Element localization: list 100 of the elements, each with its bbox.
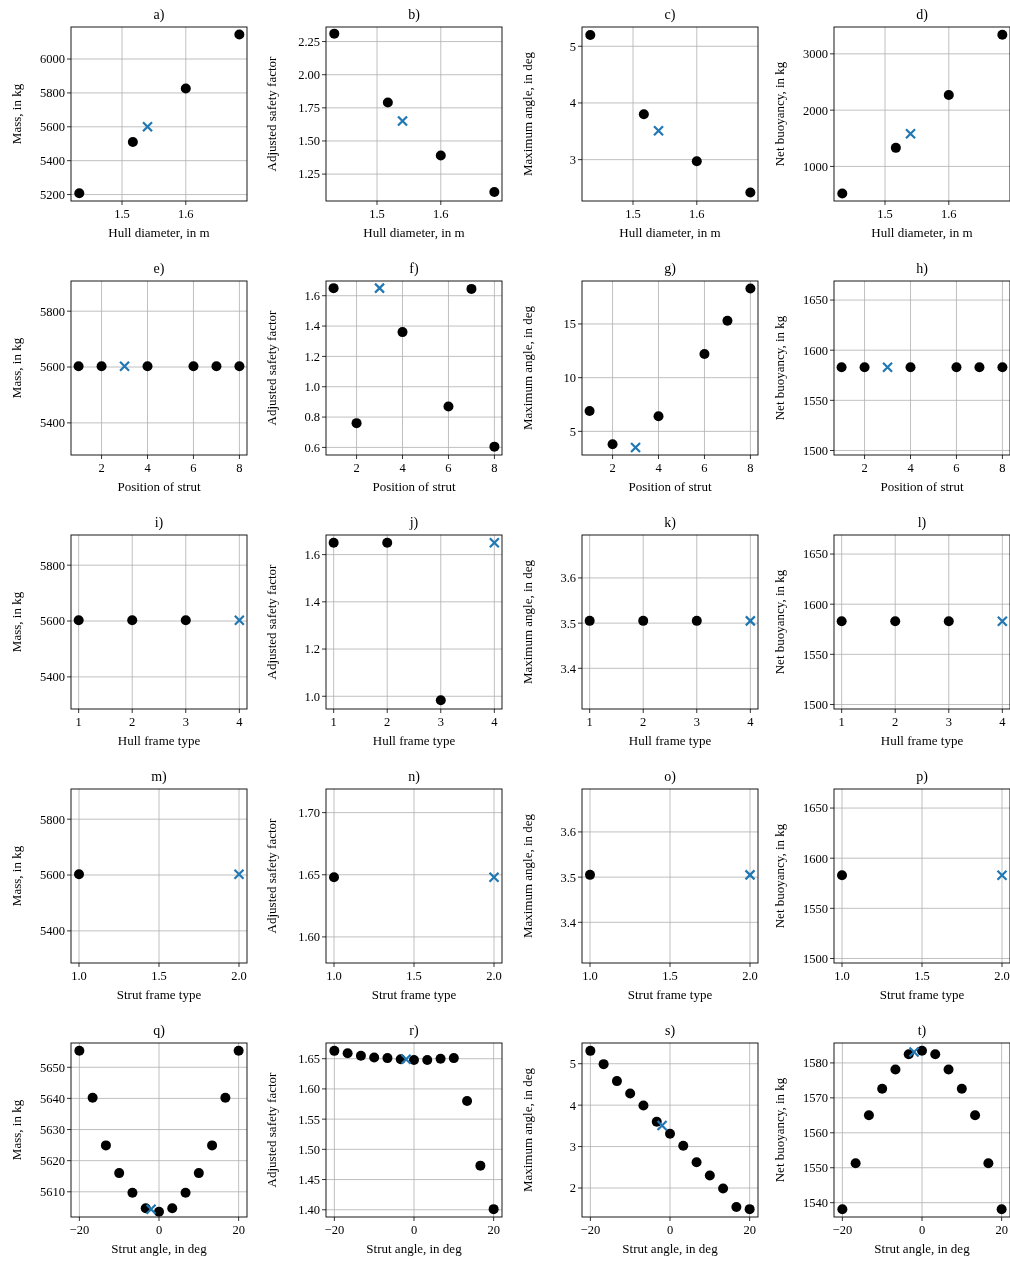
y-tick-label: 1600 bbox=[803, 597, 828, 612]
x-axis-title: Position of strut bbox=[880, 479, 964, 494]
point bbox=[355, 1050, 366, 1061]
x-tick-label: 1 bbox=[330, 715, 337, 729]
point bbox=[718, 1183, 729, 1194]
x-tick-label: 4 bbox=[491, 715, 499, 729]
y-tick-label: 5600 bbox=[40, 614, 65, 629]
y-tick-label: 1540 bbox=[803, 1196, 828, 1211]
x-tick-label: 4 bbox=[655, 461, 663, 475]
x-tick-label: 4 bbox=[907, 461, 915, 475]
y-tick-label: 5200 bbox=[40, 187, 65, 202]
y-axis-title: Maximum angle, in deg bbox=[520, 51, 535, 177]
y-tick-label: 1550 bbox=[803, 393, 828, 408]
x-tick-label: 2 bbox=[353, 461, 360, 475]
y-axis-title: Adjusted safety factor bbox=[264, 1071, 279, 1188]
chart-title: a) bbox=[153, 7, 165, 23]
point bbox=[930, 1049, 941, 1060]
point bbox=[665, 1128, 675, 1139]
y-tick-label: 5630 bbox=[40, 1122, 65, 1137]
x-axis-title: Strut angle, in deg bbox=[622, 1241, 719, 1256]
point bbox=[443, 401, 454, 412]
point bbox=[100, 1140, 111, 1151]
y-tick-label: 5800 bbox=[40, 86, 65, 101]
y-tick-label: 2000 bbox=[803, 103, 828, 118]
y-tick-label: 1.50 bbox=[298, 134, 320, 149]
point bbox=[585, 1045, 596, 1056]
chart-title: o) bbox=[664, 769, 677, 785]
x-tick-label: 4 bbox=[144, 461, 152, 475]
point bbox=[997, 29, 1008, 40]
x-tick-label: 8 bbox=[236, 461, 243, 475]
point bbox=[611, 1076, 622, 1087]
point bbox=[850, 1158, 861, 1169]
point bbox=[678, 1140, 689, 1151]
point bbox=[351, 418, 362, 429]
x-axis-title: Strut angle, in deg bbox=[111, 1241, 208, 1256]
point bbox=[114, 1168, 125, 1179]
y-tick-label: 5600 bbox=[40, 868, 65, 883]
point bbox=[409, 1054, 419, 1065]
point bbox=[956, 1083, 967, 1094]
y-tick-label: 0.8 bbox=[304, 410, 320, 425]
point bbox=[448, 1053, 459, 1064]
y-axis-title: Maximum angle, in deg bbox=[520, 305, 535, 431]
y-axis-title: Mass, in kg bbox=[9, 1099, 24, 1161]
x-axis-title: Strut angle, in deg bbox=[874, 1241, 971, 1256]
x-tick-label: 1.6 bbox=[688, 207, 705, 221]
point bbox=[598, 1059, 609, 1070]
point bbox=[207, 1140, 218, 1151]
x-tick-label: 2.0 bbox=[994, 969, 1010, 983]
chart-title: n) bbox=[408, 769, 421, 785]
point bbox=[877, 1083, 888, 1094]
x-tick-label: 2 bbox=[892, 715, 899, 729]
y-tick-label: 1.4 bbox=[304, 319, 321, 334]
x-tick-label: 0 bbox=[155, 1223, 163, 1237]
chart-title: b) bbox=[408, 7, 421, 23]
y-tick-label: 1.0 bbox=[304, 380, 320, 395]
x-tick-label: 20 bbox=[743, 1223, 756, 1237]
y-tick-label: 1.75 bbox=[298, 101, 320, 116]
x-tick-label: 4 bbox=[236, 715, 244, 729]
y-tick-label: 3.4 bbox=[560, 661, 577, 676]
y-tick-label: 5400 bbox=[40, 416, 65, 431]
point bbox=[435, 150, 446, 161]
chart-title: r) bbox=[409, 1023, 419, 1039]
y-tick-label: 1.65 bbox=[298, 1052, 320, 1067]
x-axis-title: Position of strut bbox=[117, 479, 201, 494]
y-tick-label: 15 bbox=[563, 317, 576, 332]
y-tick-label: 5650 bbox=[40, 1060, 65, 1075]
y-tick-label: 1560 bbox=[803, 1126, 828, 1141]
y-tick-label: 1.50 bbox=[298, 1142, 320, 1157]
y-axis-title: Mass, in kg bbox=[9, 845, 24, 907]
point bbox=[489, 186, 500, 197]
y-axis-title: Mass, in kg bbox=[9, 591, 24, 653]
point bbox=[629, 441, 642, 454]
point bbox=[342, 1048, 353, 1059]
y-tick-label: 1550 bbox=[803, 901, 828, 916]
y-tick-label: 1.4 bbox=[304, 595, 321, 610]
y-tick-label: 5 bbox=[569, 39, 576, 54]
x-axis-title: Strut frame type bbox=[371, 987, 457, 1002]
point bbox=[691, 156, 702, 167]
x-tick-label: 2 bbox=[640, 715, 647, 729]
y-axis-title: Maximum angle, in deg bbox=[520, 559, 535, 685]
x-tick-label: 4 bbox=[747, 715, 755, 729]
point bbox=[369, 1052, 380, 1063]
y-axis-title: Net buoyancy, in kg bbox=[772, 569, 787, 675]
x-tick-label: 0 bbox=[918, 1223, 926, 1237]
point bbox=[435, 1053, 446, 1064]
x-axis-title: Strut frame type bbox=[879, 987, 965, 1002]
x-tick-label: 1.0 bbox=[834, 969, 850, 983]
point bbox=[488, 1204, 499, 1215]
x-tick-label: 2 bbox=[609, 461, 616, 475]
y-tick-label: 1500 bbox=[803, 951, 828, 966]
y-tick-label: 1650 bbox=[803, 293, 828, 308]
point bbox=[127, 137, 138, 148]
point bbox=[943, 1064, 954, 1075]
point bbox=[382, 1053, 393, 1064]
chart-title: k) bbox=[664, 515, 677, 531]
x-tick-label: 1.5 bbox=[662, 969, 678, 983]
point bbox=[837, 188, 848, 199]
y-tick-label: 1500 bbox=[803, 443, 828, 458]
y-tick-label: 5600 bbox=[40, 120, 65, 135]
point bbox=[373, 282, 386, 294]
